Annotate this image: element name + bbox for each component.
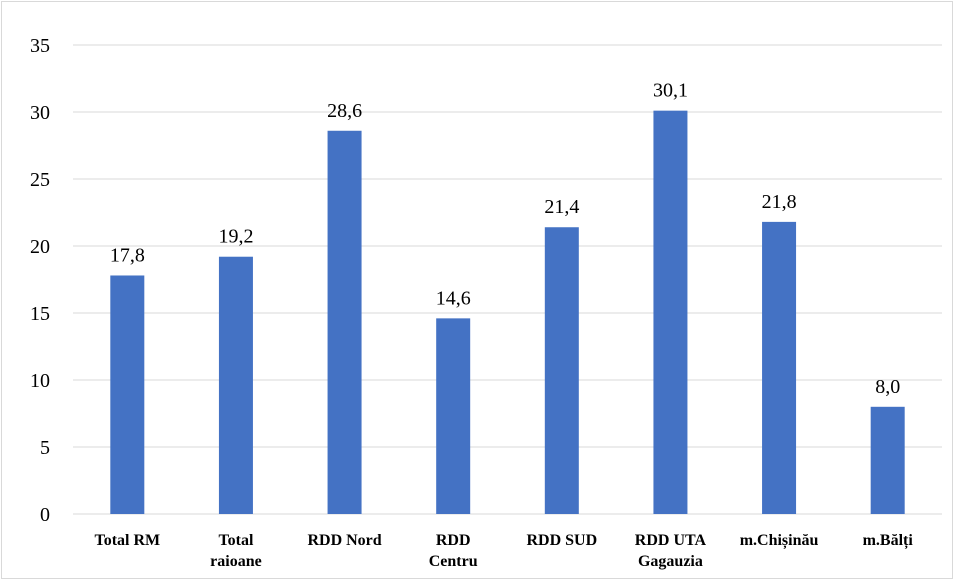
x-category-label: m.Chișinău — [740, 532, 819, 550]
x-category-label: RDD SUD — [526, 532, 597, 549]
y-tick-label: 15 — [30, 303, 50, 325]
x-category-label: Total RM — [94, 532, 160, 549]
bar — [870, 406, 905, 514]
data-label: 17,8 — [110, 244, 145, 266]
bar — [544, 227, 579, 515]
bar — [436, 318, 471, 514]
bar — [110, 275, 145, 514]
y-tick-label: 25 — [30, 169, 50, 191]
y-tick-label: 30 — [30, 102, 50, 124]
gridlines — [73, 44, 942, 515]
bar — [218, 256, 253, 514]
x-category-label: m.Bălți — [863, 532, 914, 550]
data-labels: 17,8 19,2 28,6 14,6 21,4 30,1 21,8 8,0 — [110, 80, 900, 398]
data-label: 21,8 — [762, 191, 797, 213]
data-label: 30,1 — [653, 80, 688, 102]
x-category-label: Total raioane — [210, 532, 262, 570]
x-category-label: RDD Nord — [307, 532, 381, 549]
bars — [110, 110, 905, 515]
bar — [327, 130, 362, 514]
x-category-label: RDD UTA Gagauzia — [635, 532, 707, 570]
y-tick-label: 10 — [30, 370, 50, 392]
y-tick-label: 5 — [40, 437, 50, 459]
data-label: 14,6 — [436, 287, 471, 309]
data-label: 19,2 — [218, 226, 253, 248]
data-label: 8,0 — [875, 376, 900, 398]
y-tick-label: 0 — [40, 504, 50, 526]
data-label: 28,6 — [327, 100, 362, 122]
x-category-label: RDD Centru — [429, 532, 478, 570]
y-tick-label: 35 — [30, 35, 50, 57]
y-axis-tick-labels: 0 5 10 15 20 25 30 35 — [30, 35, 50, 526]
x-axis-category-labels: Total RM Total raioane RDD Nord RDD Centru RDD… — [94, 532, 913, 570]
data-label: 21,4 — [544, 196, 579, 218]
bar — [762, 221, 797, 514]
bar — [653, 110, 688, 514]
y-tick-label: 20 — [30, 236, 50, 258]
